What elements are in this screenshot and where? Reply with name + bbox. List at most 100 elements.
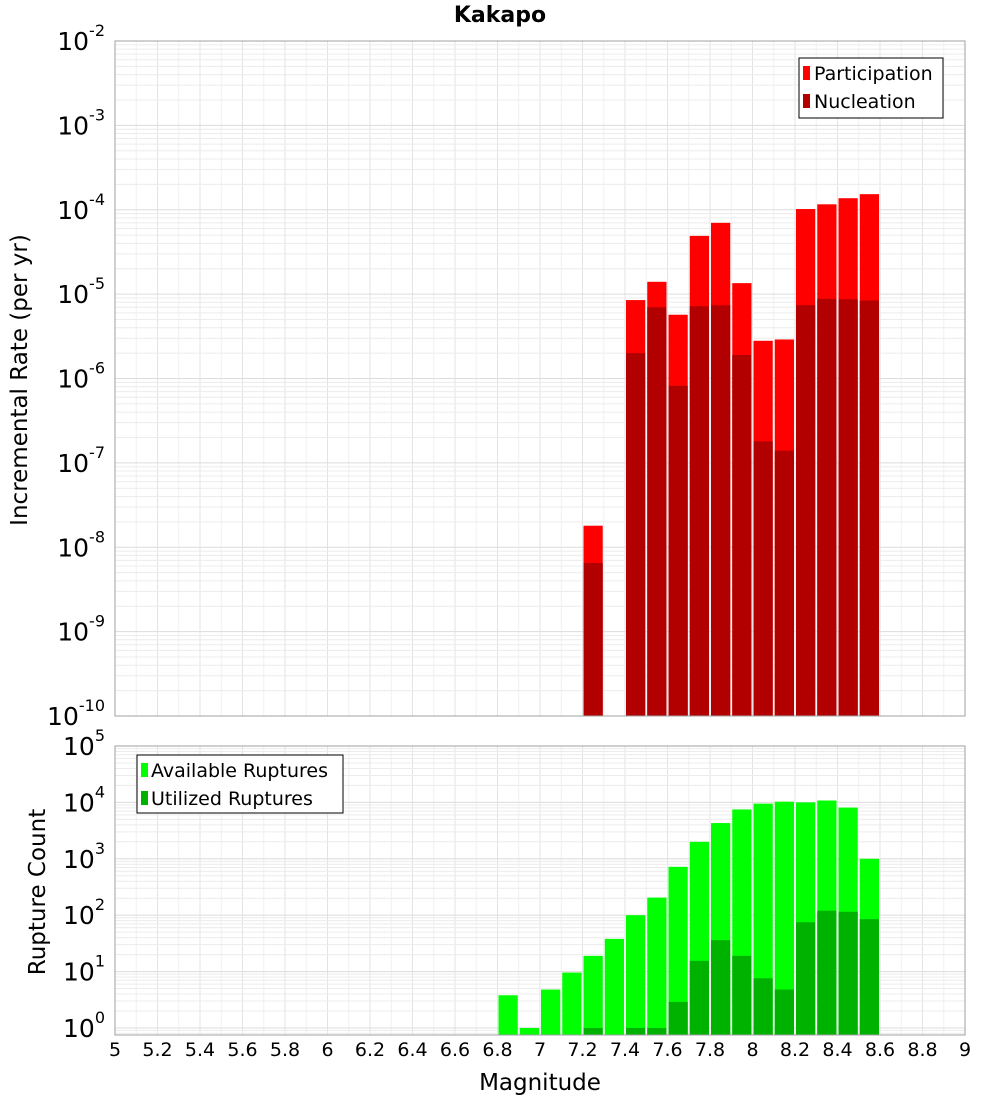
bar-nucleation [626,353,646,716]
bar-nucleation [647,307,667,716]
x-tick-label: 7.8 [695,1039,725,1061]
x-axis-label: Magnitude [479,1070,601,1096]
bottom-bars [498,800,879,1035]
x-tick-label: 8.6 [865,1039,895,1061]
x-tick-label: 8.2 [780,1039,810,1061]
y-tick-label: 101 [63,952,105,987]
bottom-y-ticks: 100 101 102 103 104 105 [63,726,105,1043]
bar-available-ruptures [668,866,688,1035]
bar-available-ruptures [753,803,773,1035]
top-y-axis-label: Incremental Rate (per yr) [7,234,33,526]
top-panel: 10-10 10-9 10-8 10-7 10-6 10-5 10-4 10-3 10-2 In… [7,21,966,731]
chart-title: Kakapo [454,3,546,28]
bar-utilized-ruptures [774,989,794,1035]
top-plot-frame [114,40,966,717]
bar-nucleation [817,298,837,716]
bar-nucleation [753,441,773,716]
x-tick-label: 5.6 [227,1039,257,1061]
bar-nucleation [711,305,731,716]
legend-swatch-participation [803,66,810,80]
bar-available-ruptures [774,801,794,1035]
bar-utilized-ruptures [626,1027,646,1035]
bar-available-ruptures [562,972,582,1035]
bar-utilized-ruptures [583,1027,603,1035]
bar-utilized-ruptures [753,978,773,1035]
x-tick-label: 9 [959,1039,971,1061]
bar-nucleation [859,300,879,716]
bottom-legend-box [136,754,344,814]
x-tick-label: 6 [321,1039,333,1061]
top-y-ticks: 10-10 10-9 10-8 10-7 10-6 10-5 10-4 10-3 10-2 [47,21,105,731]
x-tick-label: 6.2 [355,1039,385,1061]
y-tick-label: 10-5 [57,274,105,309]
y-tick-label: 10-9 [57,612,105,647]
y-tick-label: 105 [63,726,105,761]
x-tick-label: 8.8 [907,1039,937,1061]
x-tick-label: 7.4 [610,1039,640,1061]
x-tick-label: 7.2 [567,1039,597,1061]
bar-utilized-ruptures [689,960,709,1035]
legend-swatch-utilized-ruptures [141,791,148,805]
y-tick-label: 10-4 [57,190,105,225]
legend-label-utilized-ruptures: Utilized Ruptures [151,788,313,810]
x-tick-label: 6.8 [482,1039,512,1061]
x-tick-label: 5.8 [270,1039,300,1061]
bar-utilized-ruptures [796,922,816,1035]
legend-label-nucleation: Nucleation [814,91,916,113]
bottom-plot-frame [114,745,966,1036]
top-grid [114,40,966,717]
top-legend-box [798,57,944,119]
y-tick-label: 10-3 [57,105,105,140]
legend-label-participation: Participation [814,63,933,85]
x-tick-label: 6.6 [440,1039,470,1061]
bar-nucleation [774,450,794,716]
y-tick-label: 100 [63,1008,105,1043]
x-tick-label: 8 [746,1039,758,1061]
legend-swatch-available-ruptures [141,763,148,777]
bar-available-ruptures [498,995,518,1035]
legend-label-available-ruptures: Available Ruptures [151,760,328,782]
bottom-x-ticks: 5 5.2 5.4 5.6 5.8 6 6.2 6.4 6.6 6.8 7 7.2 7.4 7.6 7.8 8… [109,1039,971,1061]
bar-available-ruptures [647,897,667,1035]
bar-utilized-ruptures [859,919,879,1035]
bottom-legend: Available Ruptures Utilized Ruptures [136,754,344,814]
x-tick-label: 8.4 [822,1039,852,1061]
bar-utilized-ruptures [668,1001,688,1035]
x-tick-label: 7 [534,1039,546,1061]
bar-nucleation [838,299,858,716]
bar-nucleation [668,385,688,716]
legend-swatch-nucleation [803,94,810,108]
bar-available-ruptures [519,1027,539,1035]
x-tick-label: 5.2 [142,1039,172,1061]
bar-nucleation [689,306,709,716]
bar-utilized-ruptures [838,911,858,1035]
y-tick-label: 10-2 [57,21,105,56]
bar-utilized-ruptures [711,940,731,1035]
x-tick-label: 7.6 [652,1039,682,1061]
y-tick-label: 103 [63,839,105,874]
bar-nucleation [583,563,603,716]
top-legend: Participation Nucleation [798,57,944,119]
bar-available-ruptures [626,915,646,1035]
top-bars [583,194,879,717]
x-tick-label: 5.4 [185,1039,215,1061]
bar-nucleation [796,305,816,716]
bottom-panel: 100 101 102 103 104 105 5 5.2 5.4 5.6 5.8 6 6.2 6.4 6… [25,726,971,1096]
bar-utilized-ruptures [647,1027,667,1035]
bottom-y-axis-label: Rupture Count [25,809,51,975]
y-tick-label: 104 [63,782,105,817]
y-tick-label: 10-8 [57,527,105,562]
x-tick-label: 6.4 [397,1039,427,1061]
y-tick-label: 10-10 [47,696,105,731]
y-tick-label: 102 [63,895,105,930]
bar-available-ruptures [583,955,603,1035]
bar-available-ruptures [604,938,624,1035]
x-tick-label: 5 [109,1039,121,1061]
bar-utilized-ruptures [732,955,752,1035]
bar-utilized-ruptures [817,910,837,1035]
bar-available-ruptures [541,989,561,1035]
y-tick-label: 10-7 [57,443,105,478]
bar-nucleation [732,354,752,716]
y-tick-label: 10-6 [57,359,105,394]
